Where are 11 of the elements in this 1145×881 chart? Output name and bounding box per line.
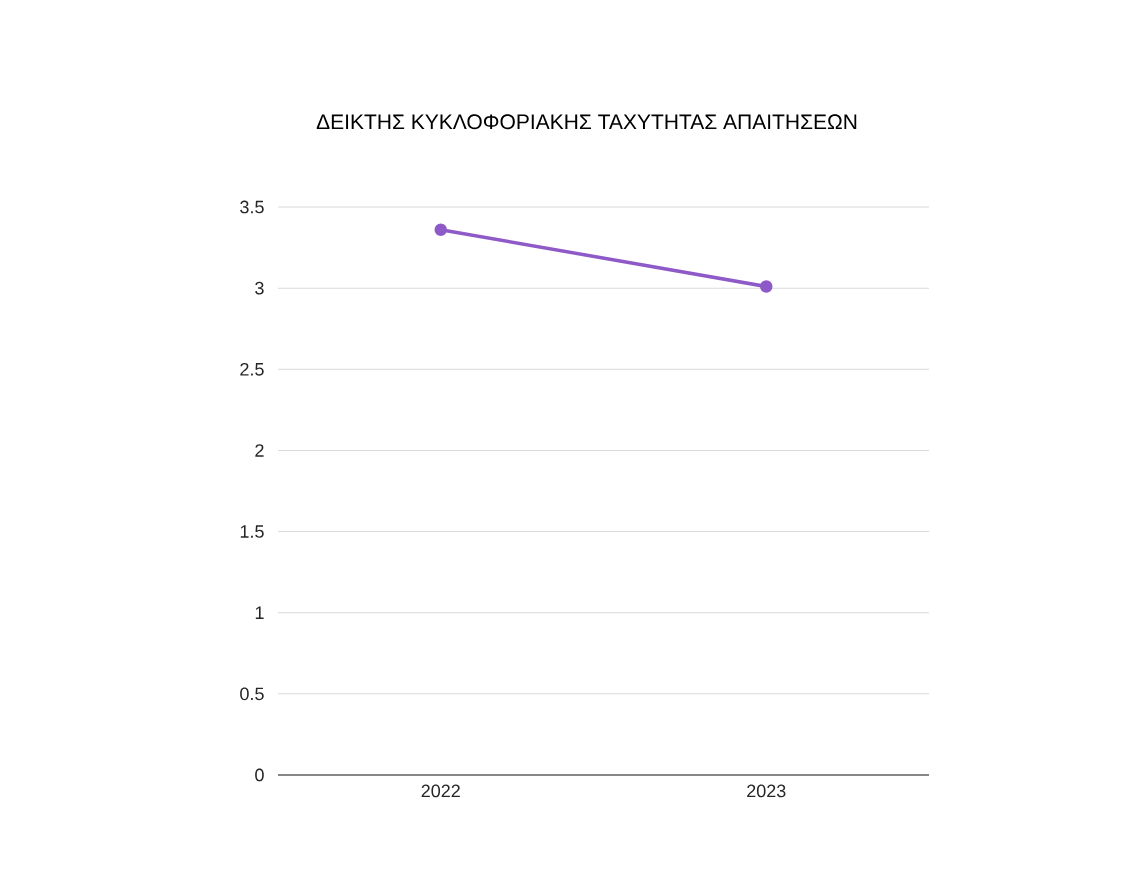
y-tick-label: 2 — [255, 444, 264, 457]
y-tick-label: 1 — [255, 606, 264, 619]
y-tick-label: 3.5 — [240, 200, 264, 214]
y-tick-label: 2.5 — [240, 362, 264, 376]
y-tick-label: 0.5 — [240, 687, 264, 701]
y-tick-label: 0 — [255, 768, 264, 782]
chart-title: ΔΕΙΚΤΗΣ ΚΥΚΛΟΦΟΡΙΑΚΗΣ ΤΑΧΥΤΗΤΑΣ ΑΠΑΙΤΗΣΕΩΝ — [316, 114, 857, 130]
x-tick-label: 2023 — [747, 784, 786, 798]
y-tick-label: 3 — [255, 281, 264, 295]
x-tick-label: 2022 — [421, 784, 460, 798]
y-tick-label: 1.5 — [240, 525, 264, 538]
